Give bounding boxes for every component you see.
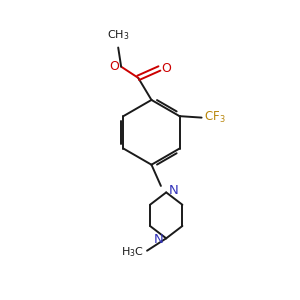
Text: O: O	[110, 60, 119, 73]
Text: O: O	[161, 62, 171, 75]
Text: H$_3$C: H$_3$C	[121, 245, 143, 259]
Text: N: N	[169, 184, 179, 197]
Text: CH$_3$: CH$_3$	[107, 28, 129, 42]
Text: CF$_3$: CF$_3$	[204, 110, 226, 125]
Text: N: N	[154, 233, 163, 246]
